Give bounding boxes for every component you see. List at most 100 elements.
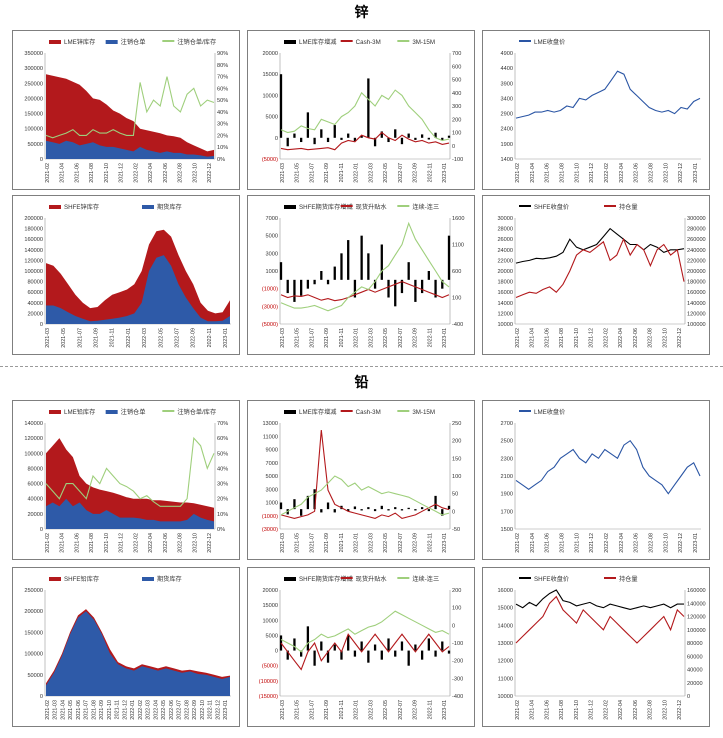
zinc-shfe-inventory-chart: SHFE锌库存 期货库存 200000 180000 160000 140000 12000… [12,195,240,355]
bar-LME库存增减 [293,499,296,510]
area-注销仓单 [46,498,214,529]
bar-SHFE期货库存增减 [441,279,444,289]
bar-LME库存增减 [300,137,303,143]
bar-SHFE期货库存增减 [414,644,417,651]
bar-SHFE期货库存增减 [353,650,357,657]
y-tick-label-right: 0 [452,623,455,629]
bar-SHFE期货库存增减 [320,641,323,651]
x-tick-label: 2022-10 [662,700,668,720]
y-tick-label-left: (10000) [259,679,278,685]
y-tick-label-right: 100000 [687,628,706,634]
y-tick-label-left: 1900 [501,142,513,148]
y-tick-label-right: 0 [452,509,455,515]
legend-swatch [340,40,353,42]
x-tick-label: 2021-12 [589,328,595,348]
y-tick-label-right: 10% [217,145,228,151]
line-连续-连三 [280,610,450,653]
x-tick-label: 2021-12 [119,163,125,183]
x-tick-label: 2021-06 [74,163,80,183]
y-tick-label-left: 60000 [27,482,43,488]
x-tick-label: 2021-12 [589,163,595,183]
lead-shfe-price-svg: SHFE收盘价 持仓量 16000 15000 14000 13000 12000 11000… [497,575,706,720]
bar-LME库存增减 [420,507,424,510]
bar-SHFE期货库存增减 [420,279,424,294]
x-tick-label: 2022-09 [413,700,419,720]
y-tick-label-right: 0 [687,694,690,700]
x-tick-label: 2022-09 [413,328,419,348]
x-tick-label: 2021-03 [53,700,59,720]
legend-swatch [142,205,154,209]
x-tick-label: 2022-05 [383,700,389,720]
bar-SHFE期货库存增减 [380,650,383,660]
bar-SHFE期货库存增减 [300,650,303,657]
legend-label: 期货库存 [157,203,182,211]
bar-LME库存增减 [360,135,363,138]
y-tick-label-right: 200 [452,439,461,445]
y-tick-label-left: 11000 [263,434,278,440]
y-tick-label-left: 16000 [497,290,513,296]
section-divider [0,366,723,367]
area-注销仓单 [46,140,214,159]
y-tick-label-right: 50% [217,451,228,457]
bar-SHFE期货库存增减 [373,644,377,651]
bar-LME库存增减 [434,132,437,138]
x-tick-label: 2023-01 [223,700,229,720]
x-tick-label: 2022-06 [634,163,640,183]
x-tick-label: 2022-08 [184,700,190,720]
y-tick-label-right: -400 [452,694,463,700]
legend-label: 持仓量 [619,203,638,211]
y-tick-label-right: 100 [452,474,461,480]
line-3M-15M [280,89,450,142]
line-SHFE收盘价 [515,227,685,264]
x-tick-label: 2022-04 [619,163,625,183]
y-tick-label-left: 80000 [27,466,43,472]
y-tick-label-left: 40000 [27,301,43,307]
bar-SHFE期货库存增减 [434,279,437,298]
y-tick-label-left: 350000 [24,51,43,57]
legend-label: SHFE铅库存 [64,575,99,583]
line-注销仓单/库存 [45,436,215,507]
x-tick-label: 2021-10 [104,163,110,183]
y-tick-label-left: 50000 [27,142,43,148]
bar-SHFE期货库存增减 [333,266,336,280]
bar-LME库存增减 [279,74,283,138]
legend-label: LME收盘价 [534,38,565,46]
y-tick-label-left: 3000 [266,487,278,493]
legend-label: LME锌库存 [64,38,95,46]
legend-swatch [397,40,410,42]
zinc-shfe-spread-svg: SHFE期货库存增减 现货升贴水 连续-连三 7000 5000 3000 1000 (100… [262,203,465,348]
area-LME锌库存 [46,74,214,159]
lead-lme-inventory-svg: LME铅库存 注销仓单 注销仓单/库存 140000 120000 100000 80000… [24,408,228,553]
y-tick-label-left: 160000 [24,237,43,243]
y-tick-label-right: 20000 [687,681,703,687]
y-tick-label-left: 250000 [24,588,43,594]
x-tick-label: 2021-02 [515,533,521,553]
bar-SHFE期货库存增减 [420,650,424,660]
bar-LME库存增减 [360,509,363,511]
y-tick-label-left: 60000 [27,290,43,296]
x-tick-label: 2022-03 [368,328,374,348]
legend-swatch [284,410,296,414]
y-tick-label-right: 1600 [452,216,464,222]
y-tick-label-right: 700 [452,51,461,57]
bar-SHFE期货库存增减 [306,279,310,289]
x-tick-label: 2022-08 [648,328,654,348]
bar-SHFE期货库存增减 [286,279,289,294]
y-tick-label-left: 150000 [24,630,43,636]
zinc-shfe-price-svg: SHFE收盘价 持仓量 30000 28000 26000 24000 22000 20000… [497,203,705,348]
lead-shfe-inventory-chart: SHFE铅库存 期货库存 250000 200000 150000 100000 50000… [12,567,240,727]
legend-label: Cash-3M [356,39,381,46]
line-LME收盘价 [515,70,701,119]
bar-SHFE期货库存增减 [434,650,437,657]
x-tick-label: 2022-04 [148,533,154,553]
x-tick-label: 2022-03 [368,163,374,183]
legend-swatch [397,205,410,207]
bar-LME库存增减 [447,135,451,138]
bar-LME库存增减 [407,507,410,510]
x-tick-label: 2021-09 [99,700,105,720]
y-tick-label-left: 40000 [27,497,43,503]
y-tick-label-left: 0 [40,157,43,163]
y-tick-label-left: 5000 [266,234,278,240]
zinc-lme-spread-chart: LME库存增减 Cash-3M 3M-15M 20000 15000 10000 5000 0… [247,30,475,190]
x-tick-label: 2022-06 [633,328,639,348]
